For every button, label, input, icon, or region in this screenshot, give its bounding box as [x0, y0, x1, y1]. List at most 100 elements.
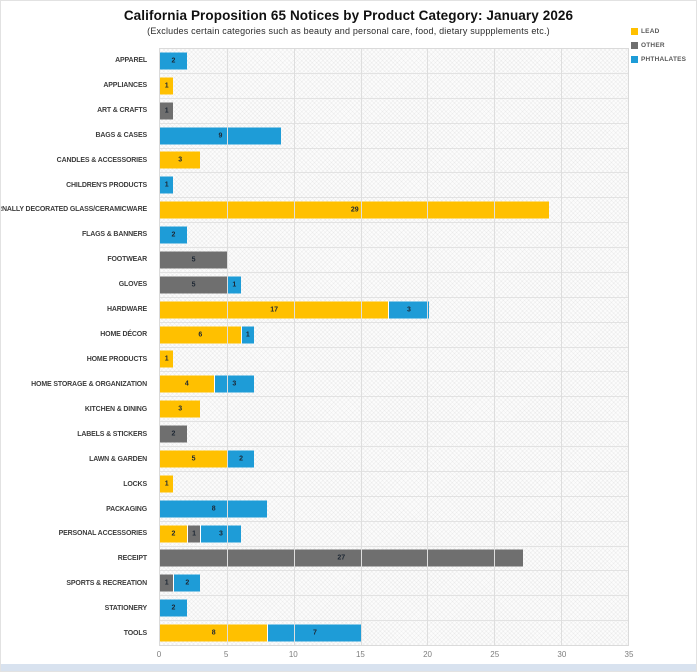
bar-segment-phthalates: 3: [200, 525, 241, 543]
bar-row: 1: [160, 472, 628, 497]
gridline: [226, 49, 228, 645]
bar: 1: [160, 350, 174, 368]
segment-value: 3: [218, 530, 223, 538]
bar-segment-other: 5: [160, 276, 228, 294]
bar-row: 2: [160, 596, 628, 622]
category-label: PERSONAL ACCESSORIES: [58, 530, 148, 538]
segment-value: 7: [312, 629, 317, 637]
bar-segment-phthalates: 2: [227, 450, 254, 468]
bar-row: 2: [160, 223, 628, 248]
bar-segment-lead: 1: [160, 77, 174, 95]
gridline: [494, 49, 496, 645]
segment-value: 3: [178, 156, 183, 164]
bar-segment-lead: 6: [160, 326, 241, 344]
segment-value: 1: [192, 530, 196, 538]
bar-segment-lead: 3: [160, 151, 201, 169]
bar-segment-phthalates: 9: [160, 127, 281, 145]
bar: 9: [160, 127, 281, 145]
segment-value: 1: [164, 82, 169, 90]
segment-value: 27: [337, 554, 346, 562]
category-label: BAGS & CASES: [95, 131, 148, 139]
bar-row: 8: [160, 497, 628, 522]
bar-segment-phthalates: 2: [160, 52, 187, 70]
category-label: RECEIPT: [117, 555, 147, 563]
bar: 17 3: [160, 301, 429, 319]
x-tick-label: 25: [490, 650, 500, 659]
bar-row: 9: [160, 124, 628, 149]
category-label: PACKAGING: [106, 505, 147, 513]
segment-value: 6: [198, 331, 203, 339]
bar: 2: [160, 425, 187, 443]
category-label: TOOLS: [123, 630, 147, 638]
segment-value: 1: [164, 181, 169, 189]
segment-value: 8: [211, 505, 216, 513]
x-tick-label: 15: [355, 650, 365, 659]
legend-label: OTHER: [641, 42, 665, 49]
segment-value: 5: [191, 256, 196, 264]
x-tick-label: 0: [156, 650, 162, 659]
bar-row: 1: [160, 348, 628, 373]
legend-swatch: [631, 42, 638, 49]
bar-row: 27: [160, 547, 628, 572]
bar: 29: [160, 201, 550, 219]
category-label: LABELS & STICKERS: [77, 430, 147, 438]
bar-rows: 2 1 1 9 3 1 29 2 5 5 1 17 3 6 1 1 4 3 3 2 5 2 1 8 2 1 3 27 1 2 2 8 7: [160, 49, 628, 645]
segment-value: 1: [245, 331, 250, 339]
bar: 27: [160, 549, 523, 567]
x-tick-label: 30: [557, 650, 567, 659]
bar-row: 1: [160, 99, 628, 124]
category-label: HOME DÉCOR: [100, 331, 147, 339]
segment-value: 29: [350, 206, 359, 214]
segment-value: 5: [191, 455, 196, 463]
bar: 5: [160, 251, 228, 269]
bar: 1: [160, 102, 174, 120]
legend-item: LEAD: [631, 28, 686, 35]
bar: 8: [160, 500, 268, 518]
segment-value: 1: [164, 107, 169, 115]
plot-area: 2 1 1 9 3 1 29 2 5 5 1 17 3 6 1 1 4 3 3 2 5 2 1 8 2 1 3 27 1 2 2 8 7: [159, 48, 629, 646]
bar-row: 17 3: [160, 298, 628, 323]
category-label: HARDWARE: [106, 306, 147, 314]
segment-value: 1: [164, 579, 169, 587]
bar-segment-phthalates: 1: [240, 326, 254, 344]
bar-segment-phthalates: 2: [173, 574, 201, 592]
segment-value: 3: [232, 380, 237, 388]
legend-swatch: [631, 56, 638, 63]
segment-value: 2: [185, 579, 190, 587]
gridline: [561, 49, 563, 645]
category-label: ART & CRAFTS: [97, 106, 147, 114]
legend: LEAD OTHER PHTHALATES: [631, 28, 686, 63]
category-label: KITCHEN & DINING: [84, 405, 147, 413]
category-label: EXTERNALLY DECORATED GLASS/CERAMICWARE: [1, 206, 147, 214]
segment-value: 4: [184, 380, 189, 388]
gridline: [427, 49, 429, 645]
bar-segment-other: 2: [160, 425, 187, 443]
bar-row: 29: [160, 198, 628, 224]
bar: 1: [160, 176, 174, 194]
category-label: LOCKS: [123, 480, 147, 488]
category-label: GLOVES: [118, 281, 147, 289]
bar: 2: [160, 226, 187, 244]
segment-value: 2: [171, 604, 176, 612]
bar-segment-lead: 29: [160, 201, 550, 219]
segment-value: 1: [232, 281, 237, 289]
chart-title: California Proposition 65 Notices by Pro…: [123, 8, 574, 23]
x-tick-label: 20: [423, 650, 433, 659]
bar-segment-phthalates: 3: [213, 375, 254, 393]
category-label: HOME STORAGE & ORGANIZATION: [31, 380, 147, 388]
bar-segment-phthalates: 8: [160, 500, 268, 518]
bar-row: 3: [160, 149, 628, 174]
x-axis: 0 5 10 15 20 25 30 35: [156, 650, 634, 663]
segment-value: 3: [406, 306, 411, 314]
